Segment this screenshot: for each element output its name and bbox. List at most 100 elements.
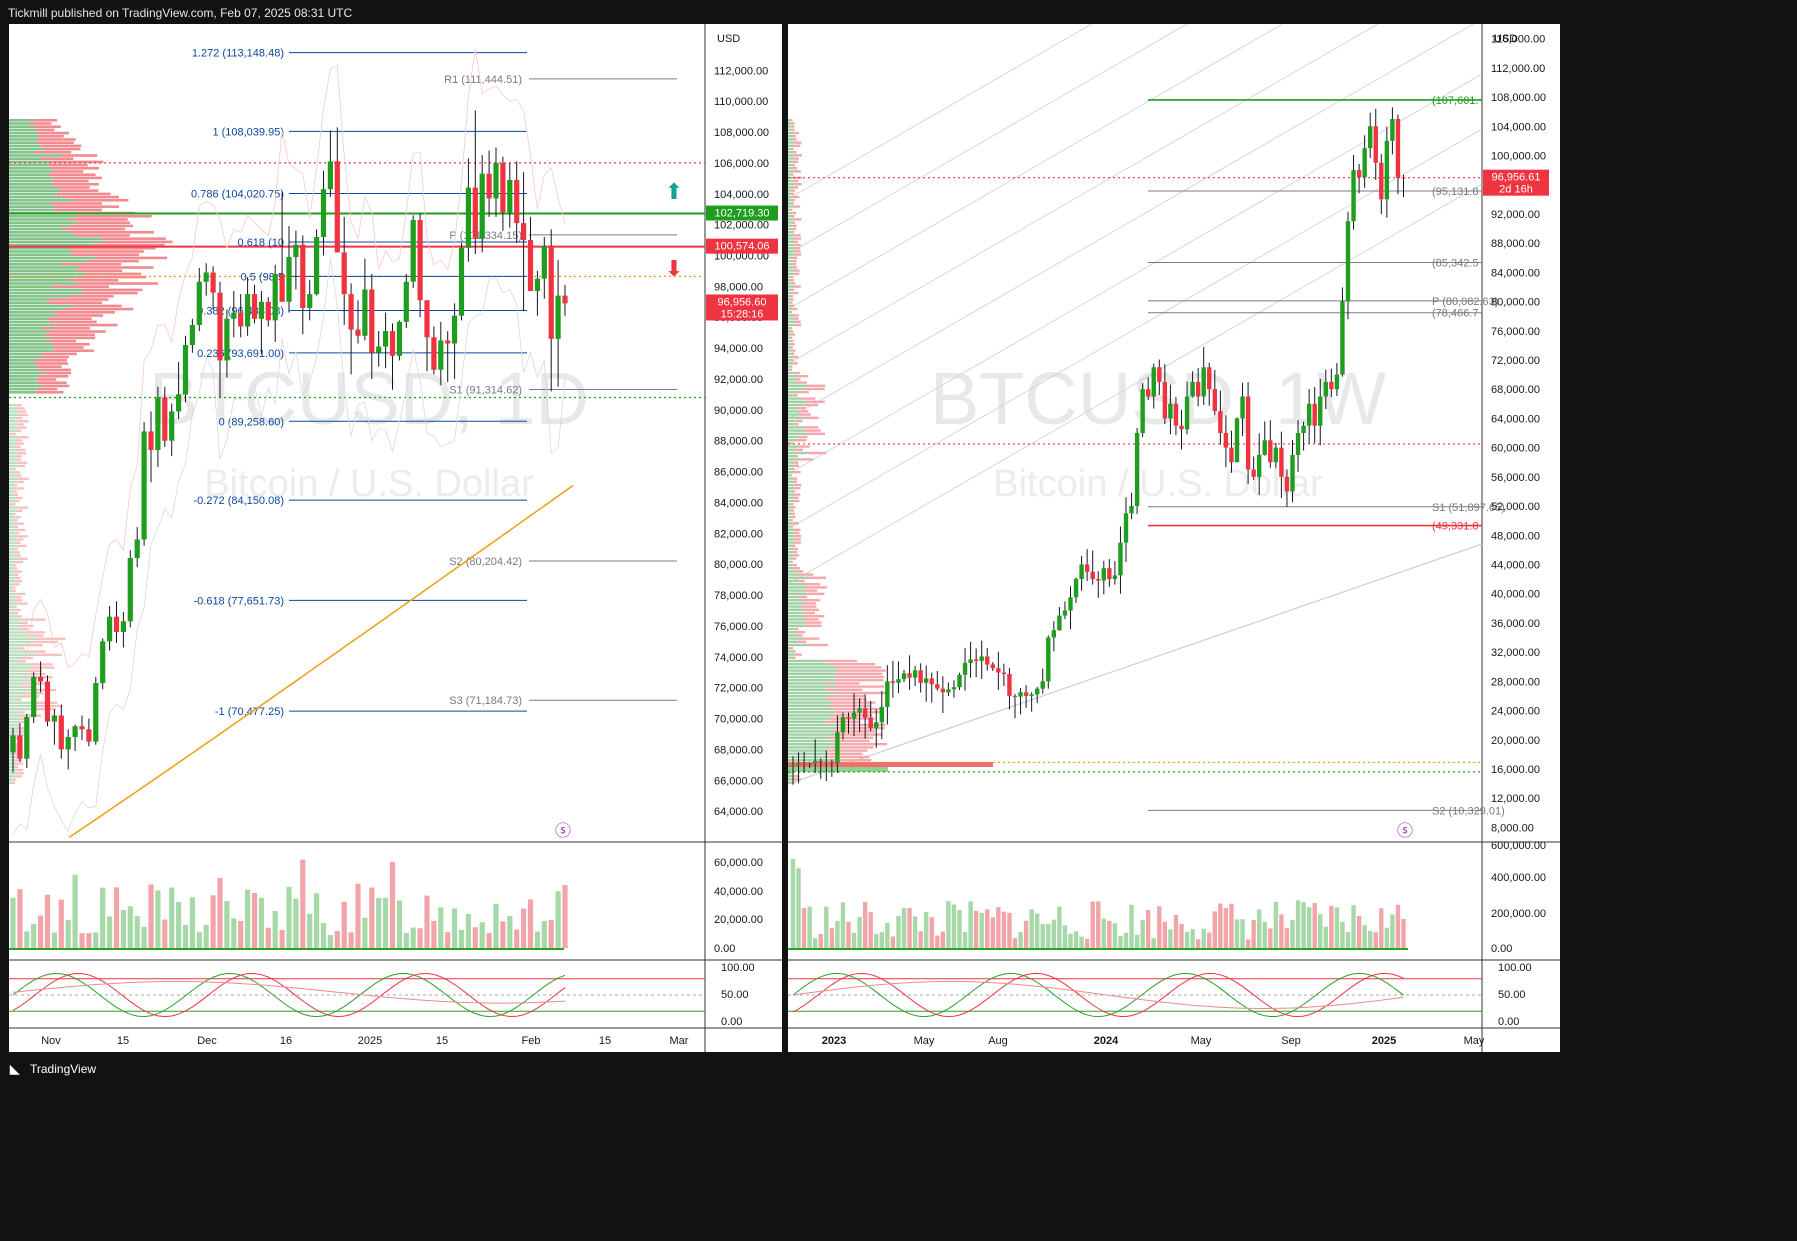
volume-bar	[851, 932, 857, 948]
volume-profile-bar	[790, 647, 794, 650]
volume-profile-bar	[788, 563, 793, 567]
volume-profile-bar	[794, 243, 801, 247]
volume-profile-bar	[793, 195, 800, 199]
volume-profile-bar	[831, 730, 875, 733]
y-tick-label: 88,000.00	[1491, 238, 1540, 250]
volume-profile-bar	[788, 426, 804, 429]
tradingview-logo-icon[interactable]: ◣	[10, 1062, 20, 1076]
candle-body	[1123, 513, 1129, 543]
candle-body	[334, 161, 340, 253]
volume-profile-bar	[27, 682, 46, 685]
volume-bar	[251, 892, 258, 948]
volume-bar	[479, 922, 485, 948]
volume-profile-bar	[19, 628, 30, 631]
y-tick-label: 108,000.00	[1491, 92, 1546, 104]
volume-profile-bar	[823, 682, 860, 685]
candle-body	[935, 684, 940, 689]
oscillator-tick-label: 50.00	[721, 989, 749, 1001]
volume-profile-bar	[790, 474, 793, 477]
volume-profile-bar	[9, 765, 14, 768]
volume-profile-bar	[9, 237, 103, 240]
volume-profile-bar	[84, 272, 142, 276]
volume-profile-bar	[52, 176, 102, 180]
volume-profile-bar	[791, 650, 796, 653]
candle-body	[1084, 564, 1090, 572]
x-tick-label: Nov	[41, 1035, 61, 1047]
volume-profile-bar	[9, 279, 71, 282]
oscillator-tick-label: 100.00	[1498, 962, 1532, 974]
volume-bar	[562, 884, 568, 948]
volume-profile-bar	[788, 528, 795, 531]
volume-profile-bar	[791, 163, 795, 167]
volume-profile-bar	[15, 596, 22, 599]
volume-profile-bar	[17, 528, 26, 532]
volume-profile-bar	[788, 371, 794, 375]
volume-profile-bar	[9, 375, 38, 378]
tradingview-brand[interactable]: TradingView	[30, 1062, 97, 1076]
volume-profile-bar	[788, 771, 791, 775]
candle-body	[58, 715, 64, 750]
volume-bar	[1040, 924, 1045, 948]
volume-profile-bar	[794, 141, 802, 144]
x-tick-label: May	[914, 1035, 935, 1047]
candle-body	[31, 676, 37, 717]
volume-tick-label: 400,000.00	[1491, 872, 1546, 884]
candle-body	[1190, 381, 1195, 397]
volume-profile-bar	[9, 218, 69, 221]
volume-profile-bar	[9, 535, 19, 538]
volume-profile-bar	[792, 394, 798, 397]
volume-profile-bar	[20, 685, 33, 688]
volume-bar	[403, 933, 409, 948]
volume-profile-bar	[791, 656, 796, 659]
candle-body	[431, 337, 437, 370]
volume-profile-bar	[788, 592, 807, 595]
volume-profile-bar	[9, 762, 16, 765]
volume-profile-bar	[9, 679, 22, 682]
volume-profile-bar	[9, 125, 35, 128]
y-tick-label: 106,000.00	[714, 158, 769, 170]
name-watermark: Bitcoin / U.S. Dollar	[204, 463, 534, 505]
volume-profile-bar	[12, 432, 17, 436]
y-tick-label: 108,000.00	[714, 127, 769, 139]
volume-profile-bar	[788, 375, 799, 378]
volume-profile-bar	[827, 749, 868, 752]
volume-profile-bar	[53, 349, 94, 352]
volume-profile-bar	[9, 275, 77, 279]
volume-bar	[1240, 919, 1245, 948]
volume-profile-bar	[9, 554, 15, 557]
volume-bar	[1129, 904, 1134, 948]
volume-profile-bar	[9, 775, 16, 778]
right-chart-panel[interactable]: BTCUSD, 1W Bitcoin / U.S. Dollar USD (107,6…	[787, 0, 1560, 1052]
pivot-label: (49,331.8	[1432, 521, 1478, 533]
volume-profile-bar	[15, 429, 22, 432]
candle-body	[1334, 374, 1340, 390]
volume-profile-bar	[9, 586, 13, 589]
y-tick-label: 86,000.00	[714, 467, 763, 479]
volume-profile-bar	[788, 480, 793, 483]
candle-body	[1179, 425, 1184, 430]
volume-profile-bar	[788, 669, 837, 672]
volume-bar	[58, 899, 64, 948]
volume-profile-bar	[788, 483, 795, 487]
volume-profile-bar	[9, 339, 46, 343]
pivot-label: S2 (80,204.42)	[449, 556, 522, 568]
volume-profile-bar	[788, 413, 800, 416]
volume-bar	[1323, 926, 1328, 948]
volume-profile-bar	[788, 519, 791, 522]
volume-profile-bar	[72, 199, 129, 202]
volume-profile-bar	[825, 688, 863, 691]
volume-profile-bar	[788, 611, 802, 615]
volume-profile-bar	[788, 403, 804, 407]
candle-body	[1207, 367, 1212, 390]
volume-profile-bar	[792, 307, 798, 311]
volume-profile-bar	[788, 419, 796, 423]
volume-bar	[38, 915, 44, 948]
volume-profile-bar	[804, 624, 822, 627]
volume-profile-poc	[788, 762, 993, 767]
left-chart-panel[interactable]: BTCUSD, 1D Bitcoin / U.S. Dollar USD 1.272 …	[9, 24, 782, 1052]
volume-profile-bar	[14, 608, 21, 612]
volume-profile-bar	[791, 189, 795, 192]
volume-profile-bar	[788, 775, 794, 778]
